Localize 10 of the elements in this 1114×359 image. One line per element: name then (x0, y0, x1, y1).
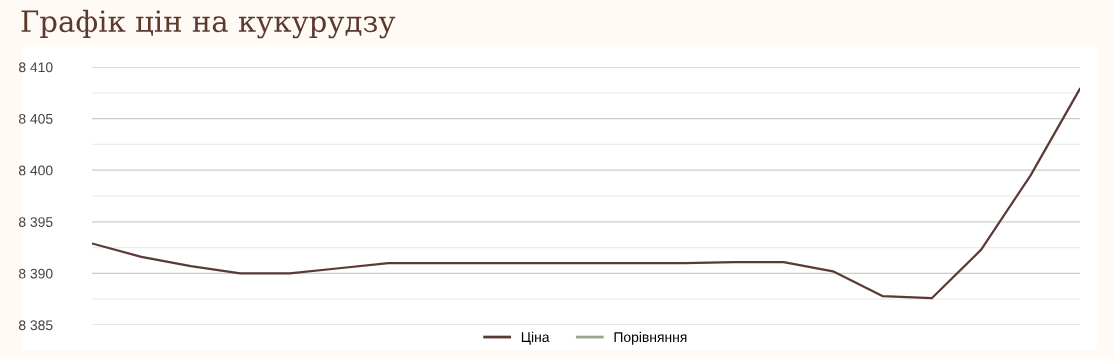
chart-title: Графік цін на кукурудзу (21, 9, 396, 39)
legend-label: Ціна (521, 331, 550, 345)
y-tick-label: 8 395 (18, 217, 53, 227)
y-tick-label: 8 385 (18, 320, 53, 331)
y-tick-label: 8 405 (18, 113, 53, 124)
line-series (92, 87, 1080, 300)
legend-label: Порівняння (614, 331, 687, 345)
y-tick-label: 8 400 (18, 165, 53, 176)
y-tick-label: 8 390 (18, 268, 53, 279)
y-tick-label: 8 410 (18, 62, 53, 73)
